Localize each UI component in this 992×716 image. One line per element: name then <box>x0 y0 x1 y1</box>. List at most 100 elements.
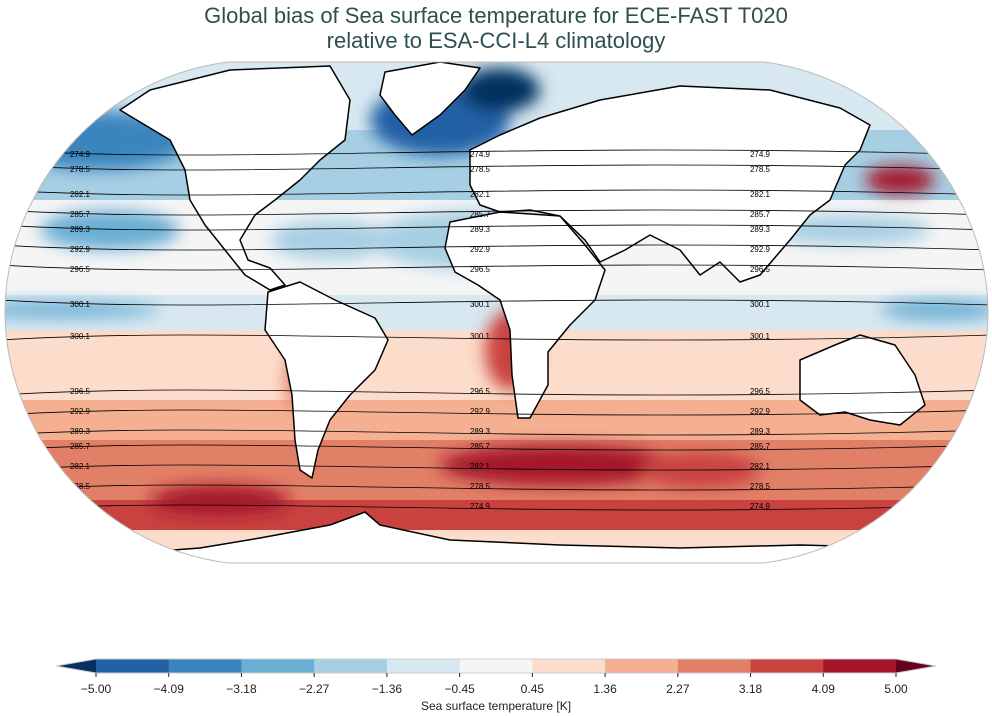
contour-label: 300.1 <box>70 332 91 341</box>
contour-label: 282.1 <box>70 190 91 199</box>
contour-292.9 <box>5 244 988 251</box>
contour-label: 292.9 <box>70 407 91 416</box>
contour-label: 300.1 <box>470 300 491 309</box>
colorbar-segment <box>750 659 824 673</box>
contour-300.1 <box>5 334 988 341</box>
colorbar-segment <box>386 659 461 673</box>
colorbar-segment <box>823 659 897 673</box>
contour-285.7 <box>5 209 988 216</box>
contour-label: 278.5 <box>470 165 491 174</box>
contour-label: 292.9 <box>470 407 491 416</box>
colorbar-segment <box>677 659 752 673</box>
chart-title-line1: Global bias of Sea surface temperature f… <box>204 3 788 28</box>
contour-label: 285.7 <box>470 210 491 219</box>
contour-289.3 <box>5 224 988 231</box>
eurasia <box>469 85 871 283</box>
contour-label: 289.3 <box>70 427 91 436</box>
contour-label: 292.9 <box>750 407 771 416</box>
contour-label: 296.5 <box>470 265 491 274</box>
colorbar-tick-label: 5.00 <box>884 682 908 696</box>
australia <box>799 334 926 426</box>
bias-anomaly <box>770 215 930 245</box>
colorbar-segment <box>241 659 315 673</box>
contour-label: 282.1 <box>470 190 491 199</box>
north-america <box>119 65 351 291</box>
africa <box>444 211 606 419</box>
bias-anomaly <box>40 210 180 250</box>
colorbar-tick-label: 1.36 <box>593 682 617 696</box>
continents <box>5 62 988 563</box>
contour-282.1 <box>5 189 988 196</box>
bias-anomaly <box>5 302 160 318</box>
contour-label: 300.1 <box>470 332 491 341</box>
colorbar-tick-label: 2.27 <box>666 682 690 696</box>
colorbar-segment <box>96 659 170 673</box>
contour-label: 285.7 <box>70 210 91 219</box>
contour-label: 289.3 <box>70 225 91 234</box>
colorbar-tick-label: −3.18 <box>226 682 257 696</box>
colorbar-segment <box>314 659 388 673</box>
contour-label: 278.5 <box>70 165 91 174</box>
colorbar-extend-high <box>896 659 936 673</box>
contour-292.9 <box>5 409 988 416</box>
greenland <box>379 62 481 136</box>
contour-label: 289.3 <box>470 427 491 436</box>
contour-label: 274.9 <box>750 502 771 511</box>
contour-label: 285.7 <box>70 442 91 451</box>
contour-label: 292.9 <box>750 245 771 254</box>
contour-label: 282.1 <box>470 462 491 471</box>
climatology-contours: 274.9 274.9 274.9 274.9 274.9 274.9 278.5 278.5… <box>5 149 988 511</box>
contour-label: 300.1 <box>750 300 771 309</box>
colorbar-segment <box>605 659 679 673</box>
colorbar-tick-label: −1.36 <box>371 682 403 696</box>
contour-label: 285.7 <box>470 442 491 451</box>
colorbar-tick-label: −4.09 <box>153 682 184 696</box>
colorbar-segment <box>532 659 606 673</box>
contour-label: 296.5 <box>70 265 91 274</box>
contour-label: 274.9 <box>70 502 91 511</box>
contour-278.5 <box>5 164 988 171</box>
colorbar-tick-label: −5.00 <box>80 682 112 696</box>
contour-label: 274.9 <box>70 150 91 159</box>
contour-274.9 <box>5 149 988 156</box>
colorbar-tick-label: 0.45 <box>520 682 545 696</box>
contour-label: 296.5 <box>470 387 491 396</box>
contour-296.5 <box>5 264 988 271</box>
contour-label: 285.7 <box>750 442 771 451</box>
contour-296.5 <box>5 389 988 396</box>
contour-label: 278.5 <box>750 482 771 491</box>
colorbar-tick-label: 4.09 <box>811 682 835 696</box>
contour-282.1 <box>5 464 988 471</box>
contour-label: 296.5 <box>750 387 771 396</box>
contour-label: 278.5 <box>750 165 771 174</box>
contour-285.7 <box>5 444 988 451</box>
contour-label: 296.5 <box>750 265 771 274</box>
contour-label: 300.1 <box>70 300 91 309</box>
colorbar-extend-low <box>56 659 96 673</box>
contour-label: 289.3 <box>750 225 771 234</box>
colorbar <box>55 658 937 677</box>
contour-label: 289.3 <box>750 427 771 436</box>
bias-anomaly <box>270 220 390 260</box>
contour-label: 274.9 <box>470 502 491 511</box>
contour-label: 292.9 <box>470 245 491 254</box>
contour-label: 278.5 <box>470 482 491 491</box>
contour-label: 300.1 <box>750 332 771 341</box>
contour-label: 292.9 <box>70 245 91 254</box>
bias-anomaly <box>440 445 680 485</box>
colorbar-segment <box>459 659 533 673</box>
colorbar-label: Sea surface temperature [K] <box>420 699 572 713</box>
bias-anomaly <box>150 485 290 515</box>
contour-289.3 <box>5 429 988 436</box>
chart-title-line2: relative to ESA-CCI-L4 climatology <box>326 28 666 53</box>
contour-label: 274.9 <box>470 150 491 159</box>
colorbar-tick-label: 3.18 <box>738 682 763 696</box>
bias-anomaly <box>865 166 935 194</box>
contour-label: 285.7 <box>750 210 771 219</box>
bias-anomaly <box>880 300 988 320</box>
contour-300.1 <box>5 299 988 306</box>
contour-label: 289.3 <box>470 225 491 234</box>
bias-anomaly <box>460 68 540 112</box>
contour-label: 282.1 <box>750 462 771 471</box>
